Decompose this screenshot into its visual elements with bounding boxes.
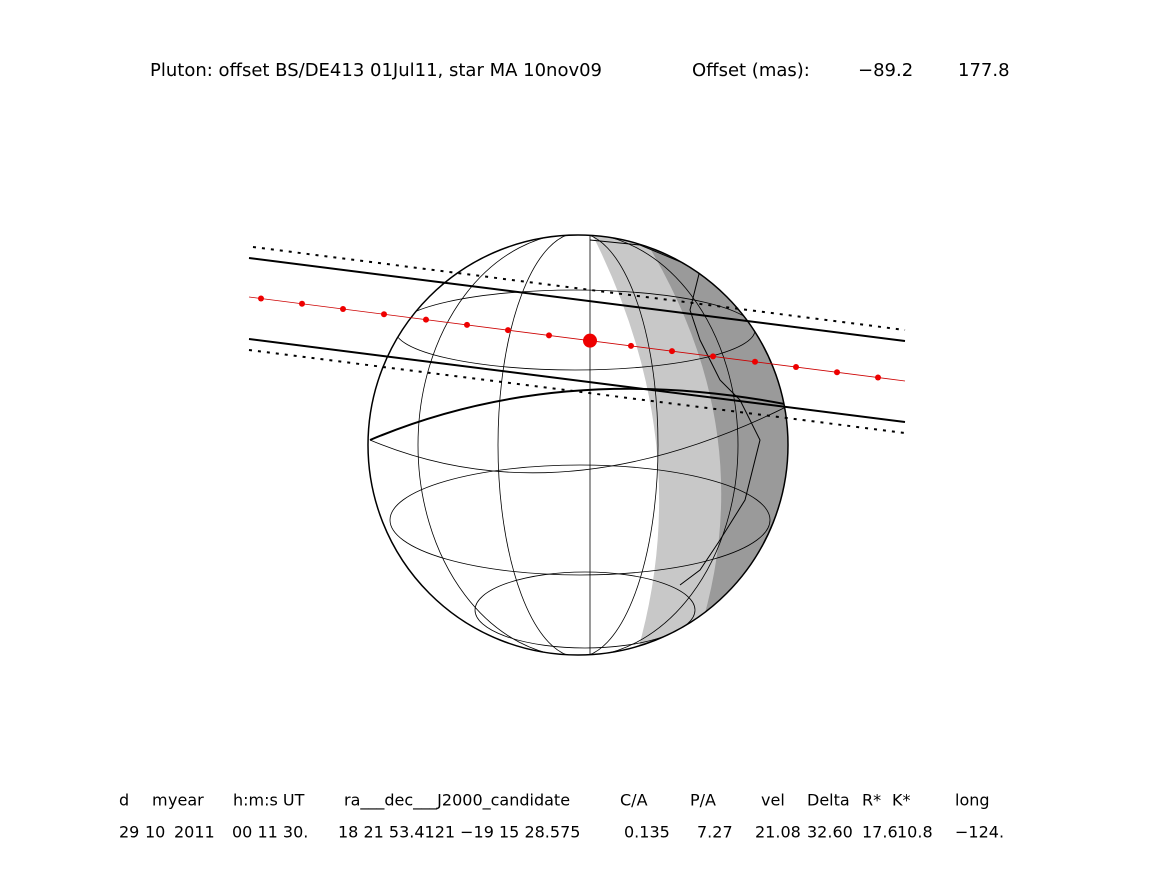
column-header: h:m:s UT [233,791,305,810]
column-header: m [152,791,168,810]
cell-value: 18 21 53.4121 −19 15 28.575 [338,823,580,842]
cell-value: 21.08 [755,823,801,842]
cell-value: 32.60 [807,823,853,842]
time-point [793,364,799,371]
column-header: Delta [807,791,850,810]
offset-value: 177.8 [958,60,1010,81]
time-point [505,327,511,334]
time-point [669,348,675,355]
time-point [875,374,881,381]
column-header: R* [862,791,881,810]
time-point [258,295,264,302]
cell-value: 10.8 [897,823,933,842]
column-header: K* [892,791,911,810]
time-point [299,300,305,307]
time-point [423,316,429,323]
cell-value: 10 [145,823,165,842]
cell-value: 00 11 30. [232,823,308,842]
title: Pluton: offset BS/DE413 01Jul11, star MA… [150,60,602,81]
column-header: C/A [620,791,648,810]
column-header: ra___dec___J2000_candidate [344,791,570,811]
center-point [583,333,597,348]
time-point [546,332,552,339]
column-header: d [119,791,129,810]
cell-value: −124. [955,823,1004,842]
time-point [381,311,387,318]
time-point [752,358,758,365]
column-header: P/A [690,791,716,810]
shadow-path [248,246,906,434]
globe [367,234,789,656]
time-point [834,369,840,376]
offset-label: Offset (mas): [692,60,810,81]
column-header: vel [761,791,785,810]
offset-value: −89.2 [858,60,913,81]
info-table: d m year h:m:s UT ra___dec___J2000_candidate… [119,791,1004,842]
cell-value: 29 [119,823,139,842]
column-header: year [168,791,204,810]
time-point [340,306,346,313]
time-point [628,342,634,349]
time-point [464,321,470,328]
cell-value: 2011 [174,823,215,842]
cell-value: 0.135 [624,823,670,842]
time-point [710,353,716,360]
column-header: long [955,791,990,810]
cell-value: 7.27 [697,823,733,842]
cell-value: 17.6 [862,823,898,842]
